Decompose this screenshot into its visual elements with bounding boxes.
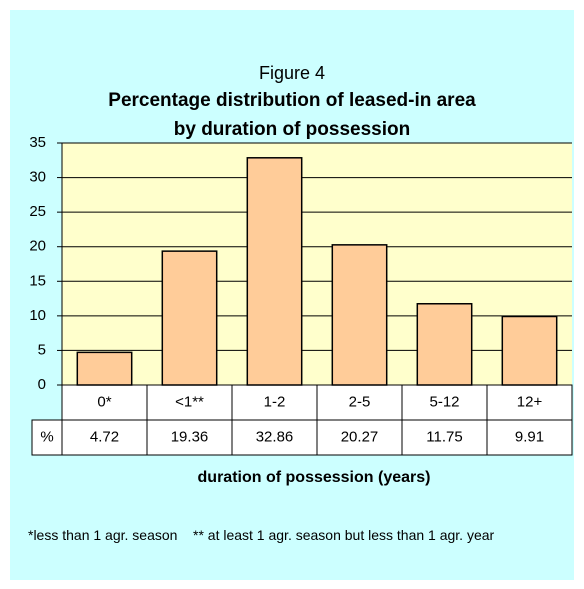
- bar: [416, 303, 473, 386]
- footnote: *less than 1 agr. season ** at least 1 a…: [28, 527, 495, 543]
- x-tick-label: 0*: [97, 393, 111, 410]
- table-row-label: %: [40, 428, 53, 445]
- y-tick-label: 25: [29, 203, 46, 220]
- figure-label: Figure 4: [259, 63, 325, 83]
- bar: [501, 315, 558, 386]
- x-tick-label: 12+: [517, 393, 543, 410]
- y-tick-label: 30: [29, 169, 46, 186]
- table-value: 11.75: [426, 428, 462, 445]
- table-value: 20.27: [341, 428, 379, 445]
- y-tick-label: 5: [38, 341, 46, 358]
- y-tick-label: 0: [38, 376, 46, 393]
- bar: [246, 157, 303, 386]
- x-tick-label: 2-5: [349, 393, 371, 410]
- x-tick-label: 5-12: [429, 393, 459, 410]
- y-tick-label: 35: [29, 134, 46, 151]
- bar: [76, 351, 133, 386]
- bar: [161, 250, 218, 386]
- y-tick-label: 15: [29, 272, 46, 289]
- table-value: 4.72: [90, 428, 119, 445]
- x-tick-label: 1-2: [264, 393, 286, 410]
- chart-title: Percentage distribution of leased-in are…: [108, 90, 476, 140]
- y-tick-label: 20: [29, 238, 46, 255]
- bar: [331, 244, 388, 386]
- table-value: 19.36: [171, 428, 209, 445]
- x-axis-label: duration of possession (years): [198, 469, 431, 486]
- plot-area: [62, 143, 572, 385]
- table-value: 9.91: [515, 428, 544, 445]
- x-tick-label: <1**: [175, 393, 204, 410]
- table-frame: [31, 419, 573, 456]
- y-tick-label: 10: [29, 307, 46, 324]
- table-value: 32.86: [256, 428, 294, 445]
